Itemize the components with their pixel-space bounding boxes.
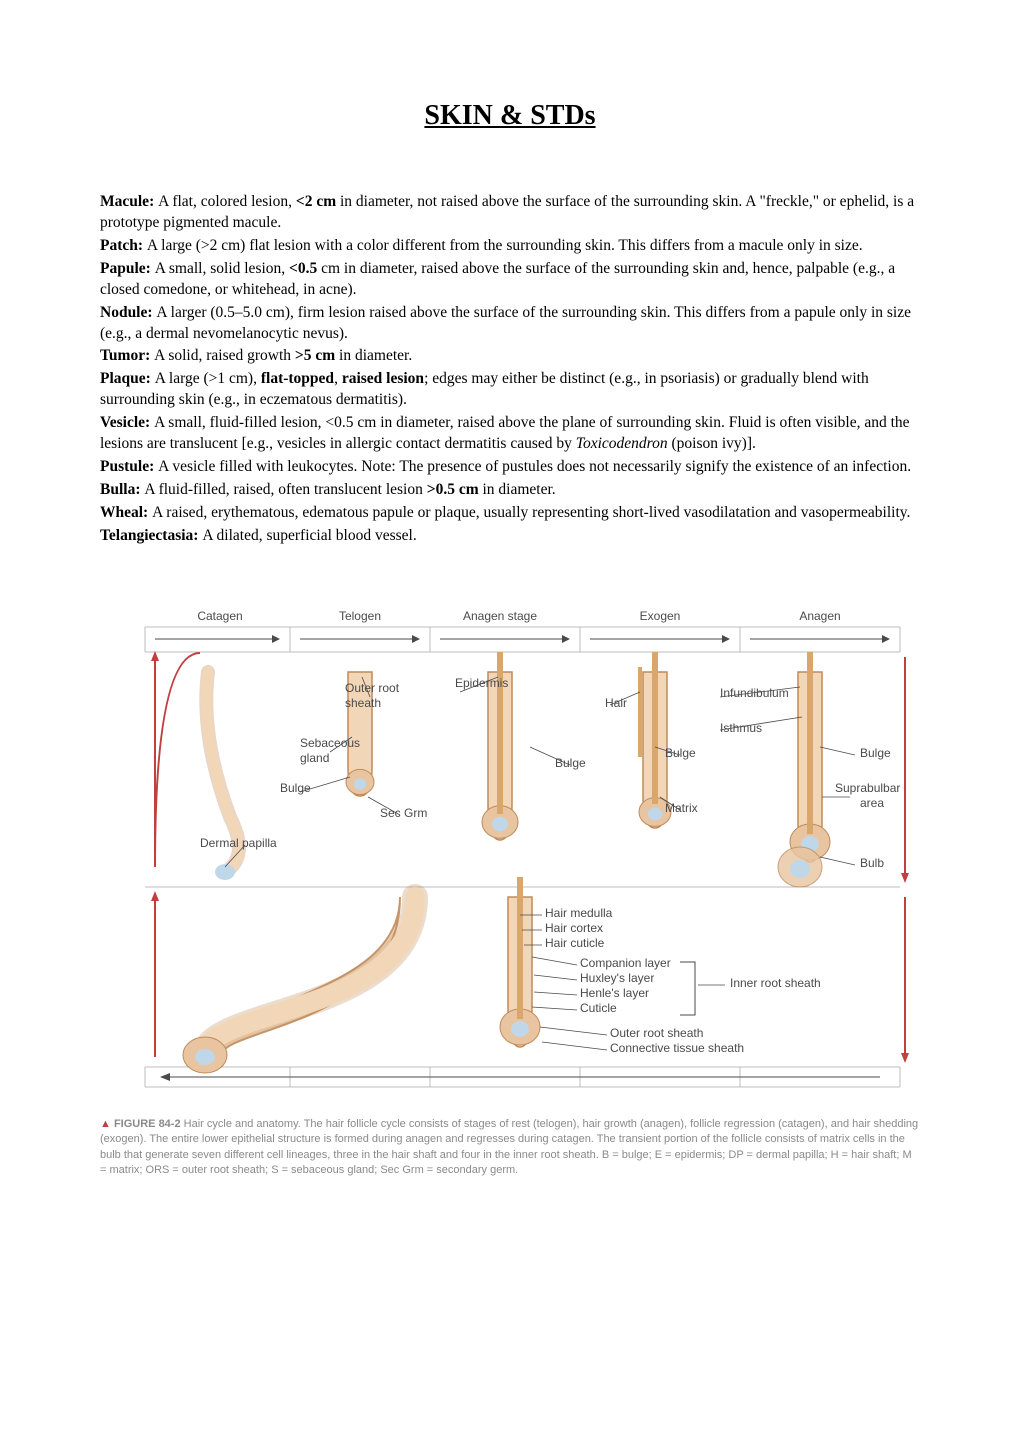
svg-text:gland: gland bbox=[300, 751, 329, 765]
term-label: Wheal: bbox=[100, 504, 152, 521]
term-label: Pustule: bbox=[100, 458, 158, 475]
svg-text:Bulge: Bulge bbox=[280, 781, 311, 795]
definition-entry: Plaque: A large (>1 cm), flat-topped, ra… bbox=[100, 369, 920, 411]
svg-text:Sec Grm: Sec Grm bbox=[380, 806, 427, 820]
svg-text:Epidermis: Epidermis bbox=[455, 676, 508, 690]
page-title: SKIN & STDs bbox=[100, 100, 920, 132]
svg-text:Hair cortex: Hair cortex bbox=[545, 921, 603, 935]
term-label: Bulla: bbox=[100, 481, 144, 498]
definition-entry: Wheal: A raised, erythematous, edematous… bbox=[100, 503, 920, 524]
definition-entry: Patch: A large (>2 cm) flat lesion with … bbox=[100, 236, 920, 257]
definition-entry: Pustule: A vesicle filled with leukocyte… bbox=[100, 457, 920, 478]
svg-text:Infundibulum: Infundibulum bbox=[720, 686, 789, 700]
definition-entry: Vesicle: A small, fluid-filled lesion, <… bbox=[100, 413, 920, 455]
term-label: Telangiectasia: bbox=[100, 527, 202, 544]
svg-text:Bulge: Bulge bbox=[665, 746, 696, 760]
svg-text:sheath: sheath bbox=[345, 696, 381, 710]
svg-text:Connective tissue sheath: Connective tissue sheath bbox=[610, 1041, 744, 1055]
caption-body: Hair cycle and anatomy. The hair follicl… bbox=[100, 1118, 918, 1176]
svg-text:Catagen: Catagen bbox=[197, 609, 242, 623]
hair-cycle-figure: Catagen Telogen Anagen stage Exogen Anagen Ou… bbox=[100, 597, 920, 1097]
caption-marker: ▲ bbox=[100, 1118, 111, 1130]
svg-text:Anagen stage: Anagen stage bbox=[463, 609, 537, 623]
svg-text:Dermal papilla: Dermal papilla bbox=[200, 836, 277, 850]
svg-text:Henle's layer: Henle's layer bbox=[580, 986, 649, 1000]
svg-text:Hair cuticle: Hair cuticle bbox=[545, 936, 605, 950]
svg-text:Outer root sheath: Outer root sheath bbox=[610, 1026, 703, 1040]
svg-text:Bulge: Bulge bbox=[860, 746, 891, 760]
definition-entry: Papule: A small, solid lesion, <0.5 cm i… bbox=[100, 259, 920, 301]
term-label: Macule: bbox=[100, 193, 158, 210]
definition-entry: Telangiectasia: A dilated, superficial b… bbox=[100, 526, 920, 547]
svg-text:Huxley's layer: Huxley's layer bbox=[580, 971, 654, 985]
caption-title: FIGURE 84-2 bbox=[114, 1118, 181, 1130]
term-label: Patch: bbox=[100, 237, 147, 254]
svg-text:area: area bbox=[860, 796, 884, 810]
svg-text:Sebaceous: Sebaceous bbox=[300, 736, 360, 750]
term-label: Plaque: bbox=[100, 370, 155, 387]
definitions-block: Macule: A flat, colored lesion, <2 cm in… bbox=[100, 192, 920, 547]
figure-container: Catagen Telogen Anagen stage Exogen Anagen Ou… bbox=[100, 597, 920, 1097]
svg-text:Anagen: Anagen bbox=[799, 609, 840, 623]
svg-text:Matrix: Matrix bbox=[665, 801, 698, 815]
svg-text:Bulge: Bulge bbox=[555, 756, 586, 770]
svg-text:Cuticle: Cuticle bbox=[580, 1001, 617, 1015]
svg-text:Bulb: Bulb bbox=[860, 856, 884, 870]
definition-entry: Macule: A flat, colored lesion, <2 cm in… bbox=[100, 192, 920, 234]
term-label: Vesicle: bbox=[100, 414, 154, 431]
definition-entry: Nodule: A larger (0.5–5.0 cm), firm lesi… bbox=[100, 303, 920, 345]
svg-text:Suprabulbar: Suprabulbar bbox=[835, 781, 900, 795]
term-label: Papule: bbox=[100, 260, 155, 277]
svg-text:Hair medulla: Hair medulla bbox=[545, 906, 613, 920]
svg-text:Companion layer: Companion layer bbox=[580, 956, 671, 970]
term-label: Nodule: bbox=[100, 304, 156, 321]
term-label: Tumor: bbox=[100, 347, 154, 364]
definition-entry: Bulla: A fluid-filled, raised, often tra… bbox=[100, 480, 920, 501]
svg-text:Outer root: Outer root bbox=[345, 681, 400, 695]
definition-entry: Tumor: A solid, raised growth >5 cm in d… bbox=[100, 346, 920, 367]
svg-text:Hair: Hair bbox=[605, 696, 627, 710]
figure-caption: ▲ FIGURE 84-2 Hair cycle and anatomy. Th… bbox=[100, 1117, 920, 1179]
svg-text:Telogen: Telogen bbox=[339, 609, 381, 623]
svg-text:Inner root sheath: Inner root sheath bbox=[730, 976, 821, 990]
svg-text:Exogen: Exogen bbox=[640, 609, 681, 623]
svg-text:Isthmus: Isthmus bbox=[720, 721, 762, 735]
